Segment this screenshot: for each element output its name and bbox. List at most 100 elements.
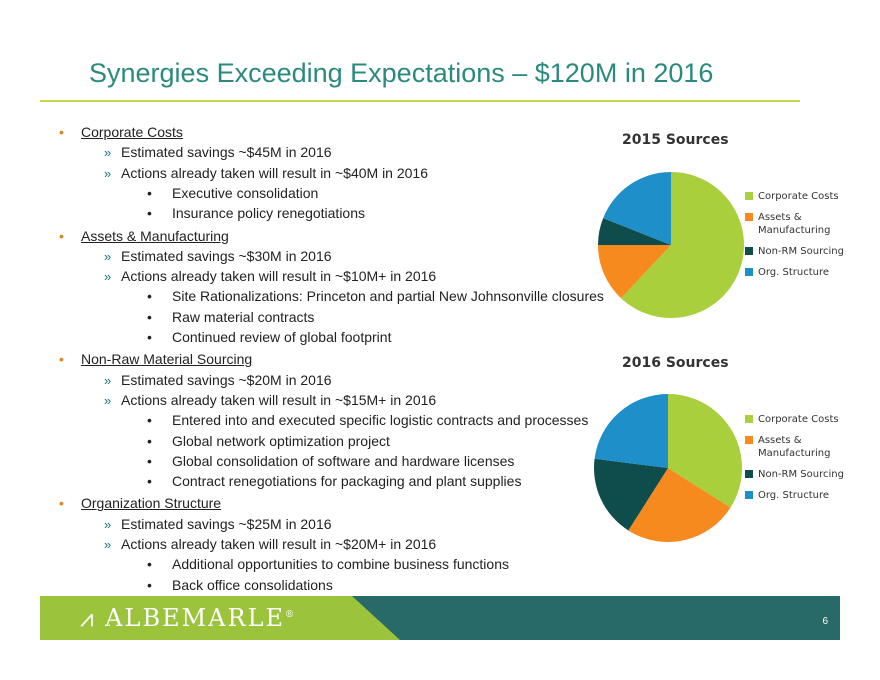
sub-bullet: » Estimated savings ~$45M in 2016 — [104, 142, 332, 163]
sub-bullet-text: Actions already taken will result in ~$4… — [121, 164, 429, 181]
detail-bullet-text: Raw material contracts — [172, 308, 315, 325]
legend-label: Org. Structure — [758, 490, 830, 501]
bullet-marker: • — [59, 351, 64, 368]
chart-title-2016: 2016 Sources — [622, 355, 729, 371]
sub-bullet: » Estimated savings ~$25M in 2016 — [104, 514, 332, 535]
sub-bullet-text: Actions already taken will result in ~$2… — [121, 536, 437, 552]
sub-bullet: » Actions already taken will result in ~$… — [104, 163, 428, 184]
legend-item: Assets & Manufacturing — [745, 434, 845, 460]
pie-slice-1-1 — [628, 468, 731, 542]
bullet-marker: • — [147, 452, 152, 469]
legend-2015: Corporate Costs Assets & Manufacturing Non… — [745, 190, 845, 287]
sub-bullet-text: Actions already taken will result in ~$1… — [121, 391, 437, 408]
detail-bullet-text: Additional opportunities to combine busi… — [172, 556, 509, 573]
bullet-marker: • — [147, 576, 152, 593]
pie-slice-0-3 — [603, 172, 671, 245]
legend-item: Non-RM Sourcing — [745, 245, 845, 258]
bullet-marker: • — [147, 432, 152, 449]
detail-bullet-text: Site Rationalizations: Princeton and par… — [172, 288, 604, 305]
section-heading-text: Non-Raw Material Sourcing — [81, 351, 253, 368]
bullet-marker: • — [147, 329, 152, 345]
pie-slice-1-2 — [594, 458, 668, 531]
pie-chart-2016 — [594, 394, 742, 542]
detail-bullet: • Global network optimization project — [147, 431, 390, 451]
chevron-marker: » — [104, 516, 112, 532]
pie-slice-0-1 — [598, 245, 671, 299]
bullet-marker: • — [147, 412, 152, 429]
chevron-marker: » — [104, 372, 112, 388]
detail-bullet-text: Executive consolidation — [172, 184, 319, 201]
section-heading-text: Assets & Manufacturing — [81, 227, 229, 244]
sub-bullet: » Estimated savings ~$30M in 2016 — [104, 246, 332, 267]
pie-slice-1-3 — [594, 394, 668, 468]
sub-bullet: » Actions already taken will result in ~$… — [104, 266, 436, 287]
legend-swatch — [745, 491, 753, 499]
legend-item: Org. Structure — [745, 489, 845, 502]
detail-bullet: • Raw material contracts — [147, 307, 314, 327]
detail-bullet: • Global consolidation of software and ha… — [147, 451, 514, 471]
bullet-marker: • — [59, 124, 64, 140]
detail-bullet: • Executive consolidation — [147, 183, 318, 203]
section-heading-text: Corporate Costs — [81, 124, 183, 140]
chevron-marker: » — [104, 269, 112, 285]
bullet-marker: • — [147, 473, 152, 490]
detail-bullet-text: Back office consolidations — [172, 576, 333, 593]
sub-bullet-text: Estimated savings ~$20M in 2016 — [121, 371, 332, 388]
legend-swatch — [745, 415, 753, 423]
chevron-marker: » — [104, 165, 112, 181]
legend-label: Assets & Manufacturing — [758, 435, 831, 459]
pie-slice-0-0 — [621, 172, 744, 318]
legend-swatch — [745, 247, 753, 255]
legend-item: Corporate Costs — [745, 190, 845, 203]
title-underline — [40, 100, 800, 102]
legend-label: Corporate Costs — [758, 414, 839, 425]
legend-2016: Corporate Costs Assets & Manufacturing Non… — [745, 413, 845, 510]
detail-bullet-text: Insurance policy renegotiations — [172, 205, 366, 222]
chart-title-2015: 2015 Sources — [622, 132, 729, 148]
sub-bullet-text: Actions already taken will result in ~$1… — [121, 268, 437, 285]
legend-label: Assets & Manufacturing — [758, 212, 831, 236]
bullet-marker: • — [59, 227, 64, 244]
company-logo: ⩘ ALBEMARLE® — [80, 604, 296, 632]
detail-bullet-text: Continued review of global footprint — [172, 329, 392, 345]
section-heading: • Non-Raw Material Sourcing — [59, 349, 252, 369]
logo-text: ALBEMARLE — [105, 604, 286, 632]
sub-bullet: » Actions already taken will result in ~$… — [104, 390, 436, 411]
chevron-marker: » — [104, 392, 112, 408]
detail-bullet-text: Global network optimization project — [172, 432, 390, 449]
legend-label: Corporate Costs — [758, 191, 839, 202]
detail-bullet-text: Global consolidation of software and har… — [172, 452, 515, 469]
detail-bullet-text: Contract renegotiations for packaging an… — [172, 473, 522, 490]
pie-slice-1-0 — [668, 394, 742, 508]
bullet-marker: • — [147, 205, 152, 222]
logo-mark-icon: ⩘ — [80, 604, 106, 632]
sub-bullet-text: Estimated savings ~$25M in 2016 — [121, 515, 332, 532]
detail-bullet: • Additional opportunities to combine bus… — [147, 554, 509, 574]
chevron-marker: » — [104, 145, 112, 161]
detail-bullet-text: Entered into and executed specific logis… — [172, 412, 589, 429]
legend-label: Org. Structure — [758, 267, 830, 278]
detail-bullet: • Entered into and executed specific logi… — [147, 410, 588, 430]
bullet-marker: • — [147, 184, 152, 201]
legend-swatch — [745, 470, 753, 478]
bullet-marker: • — [59, 495, 64, 512]
legend-swatch — [745, 213, 753, 221]
slide-title: Synergies Exceeding Expectations – $120M… — [89, 58, 714, 88]
section-heading: • Assets & Manufacturing — [59, 226, 229, 246]
legend-label: Non-RM Sourcing — [758, 469, 844, 480]
legend-swatch — [745, 192, 753, 200]
detail-bullet: • Contract renegotiations for packaging a… — [147, 471, 521, 491]
bullet-marker: • — [147, 288, 152, 305]
section-heading-text: Organization Structure — [81, 495, 222, 512]
legend-item: Corporate Costs — [745, 413, 845, 426]
pie-slice-0-2 — [598, 218, 671, 245]
legend-item: Org. Structure — [745, 266, 845, 279]
detail-bullet: • Insurance policy renegotiations — [147, 203, 365, 223]
legend-item: Assets & Manufacturing — [745, 211, 845, 237]
sub-bullet: » Estimated savings ~$20M in 2016 — [104, 370, 332, 391]
sub-bullet: » Actions already taken will result in ~$… — [104, 534, 436, 555]
section-heading: • Organization Structure — [59, 493, 221, 513]
detail-bullet: • Continued review of global footprint — [147, 327, 391, 347]
pie-chart-2015 — [598, 172, 744, 318]
bullet-marker: • — [147, 308, 152, 325]
